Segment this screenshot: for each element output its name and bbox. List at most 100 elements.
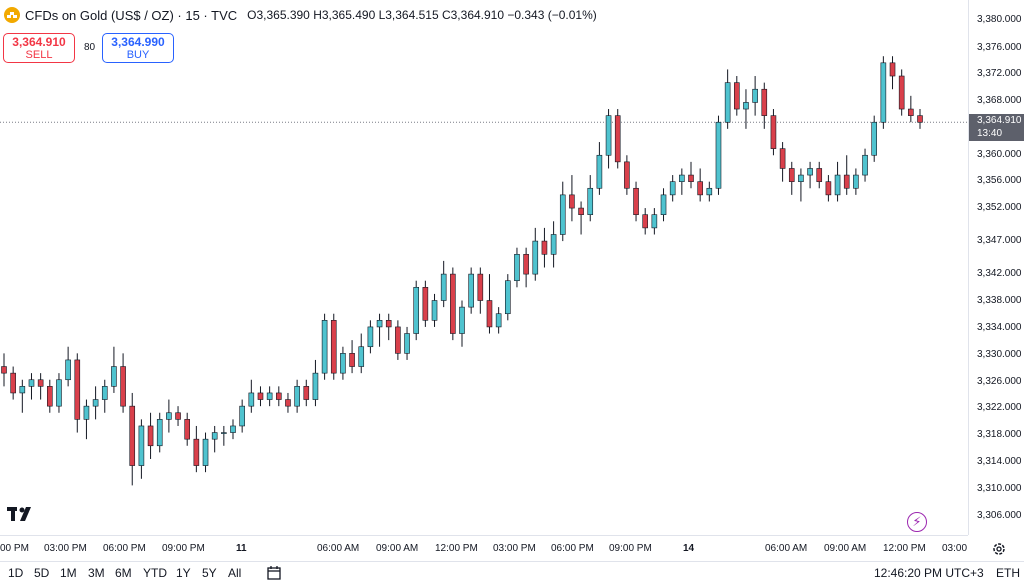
price-tick: 3,310.000 xyxy=(977,483,1022,494)
candle xyxy=(202,432,209,473)
candle-body xyxy=(605,115,612,156)
time-tick: 09:00 AM xyxy=(376,543,419,554)
candle-body xyxy=(266,392,273,400)
timeframe-all[interactable]: All xyxy=(228,566,242,580)
timeframe-ytd[interactable]: YTD xyxy=(143,566,167,580)
candle xyxy=(275,386,282,407)
candle xyxy=(19,379,26,413)
time-tick: 06:00 AM xyxy=(765,543,808,554)
utc-clock[interactable]: 12:46:20 PM UTC+3 xyxy=(874,566,984,580)
candle xyxy=(578,201,584,235)
candle xyxy=(541,227,548,268)
candle-body xyxy=(120,366,126,407)
lightning-icon[interactable]: ⚡ xyxy=(907,512,927,532)
candle xyxy=(651,208,658,235)
candle xyxy=(605,109,612,169)
candle-body xyxy=(10,372,16,394)
candle-body xyxy=(184,419,190,440)
candle-body xyxy=(211,432,218,440)
candle-body xyxy=(798,174,804,182)
candle xyxy=(111,346,117,393)
candle-body xyxy=(770,115,777,149)
timeframe-5y[interactable]: 5Y xyxy=(202,566,217,580)
candle-body xyxy=(532,240,539,275)
candle xyxy=(211,425,218,453)
candle-body xyxy=(275,392,282,400)
candle xyxy=(633,181,639,222)
timeframe-3m[interactable]: 3M xyxy=(88,566,105,580)
timeframe-1d[interactable]: 1D xyxy=(8,566,24,580)
candle xyxy=(459,300,465,347)
chart-pane[interactable]: CFDs on Gold (US$ / OZ) · 15 · TVC O3,36… xyxy=(0,0,968,535)
candle xyxy=(624,155,630,195)
buy-price: 3,364.990 xyxy=(111,35,165,49)
candle xyxy=(37,373,44,400)
candle-body xyxy=(624,161,630,189)
candle-body xyxy=(816,168,823,182)
candle-body xyxy=(395,326,401,354)
candle xyxy=(715,115,722,195)
time-tick: 06:00 PM xyxy=(103,543,146,554)
candle-body xyxy=(495,313,502,328)
candle-body xyxy=(312,372,319,400)
timeframe-5d[interactable]: 5D xyxy=(34,566,50,580)
candle xyxy=(816,161,823,189)
candle-body xyxy=(111,366,117,387)
candle xyxy=(569,175,575,222)
candle xyxy=(679,168,685,195)
candle-body xyxy=(853,174,859,189)
candle-body xyxy=(871,121,878,156)
candle-body xyxy=(642,214,649,229)
candle xyxy=(660,188,667,222)
candle xyxy=(642,208,649,235)
candle xyxy=(853,168,859,195)
calendar-range-icon[interactable] xyxy=(266,565,282,581)
candle-body xyxy=(340,353,346,374)
price-tick: 3,322.000 xyxy=(977,402,1022,413)
candle-body xyxy=(541,240,548,255)
price-tick: 3,356.000 xyxy=(977,175,1022,186)
candle-body xyxy=(779,148,786,169)
candle-body xyxy=(440,273,447,301)
candle xyxy=(285,392,291,413)
timeframe-6m[interactable]: 6M xyxy=(115,566,132,580)
candle-body xyxy=(578,207,584,215)
candle xyxy=(596,142,603,195)
candle-body xyxy=(679,174,685,182)
timeframe-1m[interactable]: 1M xyxy=(60,566,77,580)
sell-label: SELL xyxy=(25,49,53,61)
candle-body xyxy=(862,154,868,176)
buy-button[interactable]: 3,364.990 BUY xyxy=(102,33,174,63)
candle-body xyxy=(147,425,154,447)
settings-icon[interactable] xyxy=(991,541,1007,557)
candle xyxy=(779,142,786,182)
candle xyxy=(193,425,200,473)
candle-body xyxy=(193,438,200,466)
price-scale[interactable]: 3,380.000 3,376.000 3,372.000 3,368.000 3,36… xyxy=(968,0,1024,535)
candle xyxy=(788,161,795,195)
candlestick-chart[interactable] xyxy=(0,0,968,535)
price-tick: 3,334.000 xyxy=(977,322,1022,333)
candle xyxy=(431,293,438,327)
candle xyxy=(614,109,621,169)
time-axis[interactable]: 00 PM 03:00 PM 06:00 PM 09:00 PM 11 06:00 AM 0… xyxy=(0,535,1005,561)
symbol-title[interactable]: CFDs on Gold (US$ / OZ) · 15 · TVC xyxy=(25,7,238,23)
candle-body xyxy=(523,253,529,275)
candle xyxy=(422,280,429,327)
sell-button[interactable]: 3,364.910 SELL xyxy=(3,33,75,63)
candle-body xyxy=(788,168,795,182)
candle-body xyxy=(376,320,383,328)
candle-body xyxy=(248,392,255,407)
gold-coin-icon xyxy=(4,7,20,23)
price-tick: 3,314.000 xyxy=(977,456,1022,467)
candle-body xyxy=(669,181,676,196)
candle-body xyxy=(761,88,768,116)
session-button[interactable]: ETH xyxy=(996,566,1020,580)
candle xyxy=(395,320,401,360)
candle-body xyxy=(633,187,639,215)
candle xyxy=(917,109,923,129)
timeframe-1y[interactable]: 1Y xyxy=(176,566,191,580)
candle xyxy=(477,267,484,314)
tradingview-logo-icon[interactable] xyxy=(7,506,37,522)
candle-body xyxy=(825,181,832,196)
